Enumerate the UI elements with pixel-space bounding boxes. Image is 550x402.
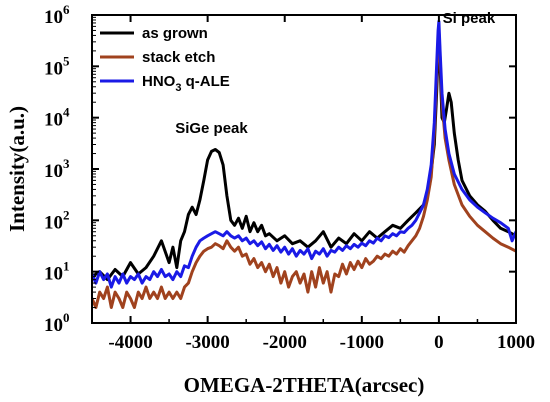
series-line-1 [92,29,516,309]
x-tick-label: -2000 [263,332,307,353]
y-axis: 100 101 102 103 104 105 106 [44,2,516,336]
annotation-label: SiGe peak [175,120,248,137]
y-tick-label: 104 [44,105,70,131]
x-tick-label: -3000 [185,332,229,353]
x-tick-label: -1000 [340,332,384,353]
legend-label: as grown [142,25,208,42]
y-tick-label: 103 [44,156,70,182]
x-tick-label: 0 [434,332,444,353]
x-axis: -4000 -3000 -2000 -1000 0 1000 [91,15,535,353]
x-axis-title: OMEGA-2THETA(arcsec) [184,373,425,397]
y-tick-label: 100 [44,310,70,336]
annotation-label: Si peak [443,10,496,27]
legend-label: HNO3 q-ALE [142,73,230,94]
series-layer [92,19,516,309]
y-tick-label: 102 [44,207,70,233]
legend-label: stack etch [142,49,215,66]
y-tick-label: 106 [44,2,70,28]
y-axis-title: Intensity(a.u.) [5,106,29,232]
annotation-layer: SiGe peak Si peak [175,10,496,137]
y-tick-label: 101 [44,259,70,285]
x-tick-label: -4000 [108,332,152,353]
series-line-2 [92,19,516,289]
y-tick-label: 105 [44,53,70,79]
x-tick-label: 1000 [497,332,535,353]
legend: as grown stack etch HNO3 q-ALE [100,25,230,94]
